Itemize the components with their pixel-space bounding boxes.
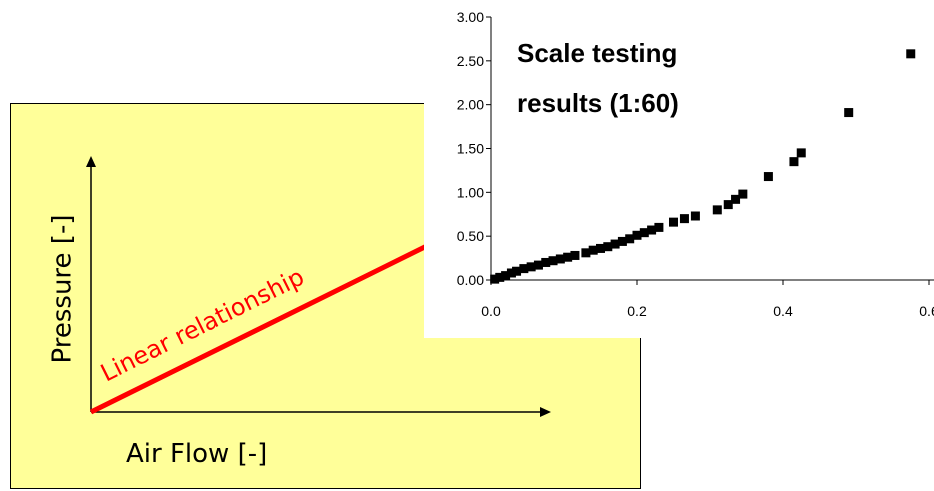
y-tick-label: 1.50 — [457, 141, 484, 157]
data-point — [712, 205, 722, 215]
x-axis-ticks: 0.0 0.2 0.4 0.6 — [481, 280, 934, 319]
data-point — [501, 271, 511, 281]
chart-title-line-2: results (1:60) — [517, 88, 679, 118]
data-point — [763, 172, 773, 182]
linear-relationship-label: Linear relationship — [96, 263, 308, 388]
data-point — [647, 225, 657, 235]
data-point — [669, 217, 678, 227]
data-point — [541, 257, 551, 267]
air-flow-axis-label: Air Flow [-] — [126, 439, 267, 469]
y-axis-arrowhead — [86, 156, 96, 167]
data-point — [654, 222, 664, 232]
data-point — [617, 236, 627, 246]
y-tick-label: 3.00 — [457, 9, 484, 25]
data-point — [796, 148, 806, 158]
data-point — [679, 214, 689, 224]
data-point — [731, 194, 741, 204]
data-point — [519, 264, 529, 274]
data-point — [610, 239, 620, 249]
x-tick-label: 0.0 — [481, 303, 501, 319]
data-point — [588, 245, 598, 255]
data-point — [596, 243, 605, 253]
x-axis-arrowhead — [540, 407, 551, 417]
y-tick-label: 1.00 — [457, 184, 484, 200]
x-tick-label: 0.4 — [773, 303, 793, 319]
data-point — [906, 49, 916, 59]
data-point — [639, 228, 649, 238]
x-tick-label: 0.2 — [627, 303, 647, 319]
data-points — [490, 49, 916, 284]
data-point — [495, 272, 505, 282]
scale-testing-chart: 0.00 0.50 1.00 1.50 2.00 2.50 3.00 0.0 0.2 0.4 0.… — [424, 0, 934, 338]
data-point — [581, 248, 591, 258]
data-point — [723, 200, 733, 210]
data-point — [789, 157, 799, 167]
scatter-plot: 0.000.501.001.502.002.503.00 0.0 0.2 0.4 0.… — [457, 9, 934, 319]
data-point — [632, 230, 642, 240]
pressure-axis-label: Pressure [-] — [48, 215, 78, 364]
data-point — [490, 274, 500, 284]
y-axis-ticks: 0.00 0.50 1.00 1.50 2.00 2.50 3.00 — [457, 9, 491, 288]
data-point — [506, 268, 516, 278]
linear-relationship-line — [89, 231, 453, 415]
data-point — [844, 108, 854, 118]
y-tick-label: 0.50 — [457, 228, 484, 244]
data-point — [738, 189, 748, 199]
data-point — [563, 252, 573, 262]
data-point — [548, 256, 558, 266]
data-point — [690, 211, 700, 221]
concept-diagram: Pressure [-] Air Flow [-] Linear relatio… — [48, 156, 551, 469]
data-point — [526, 262, 536, 272]
chart-title-line-1: Scale testing — [517, 38, 677, 68]
data-point — [603, 242, 613, 252]
data-point — [570, 250, 580, 260]
y-tick-label: 2.00 — [457, 97, 484, 113]
y-tick-label: 0.00 — [457, 272, 484, 288]
x-tick-label: 0.6 — [919, 303, 934, 319]
data-point — [512, 266, 522, 276]
data-point — [625, 234, 635, 244]
y-tick-label: 2.50 — [457, 53, 484, 69]
data-point — [533, 260, 543, 270]
data-point — [555, 254, 565, 264]
